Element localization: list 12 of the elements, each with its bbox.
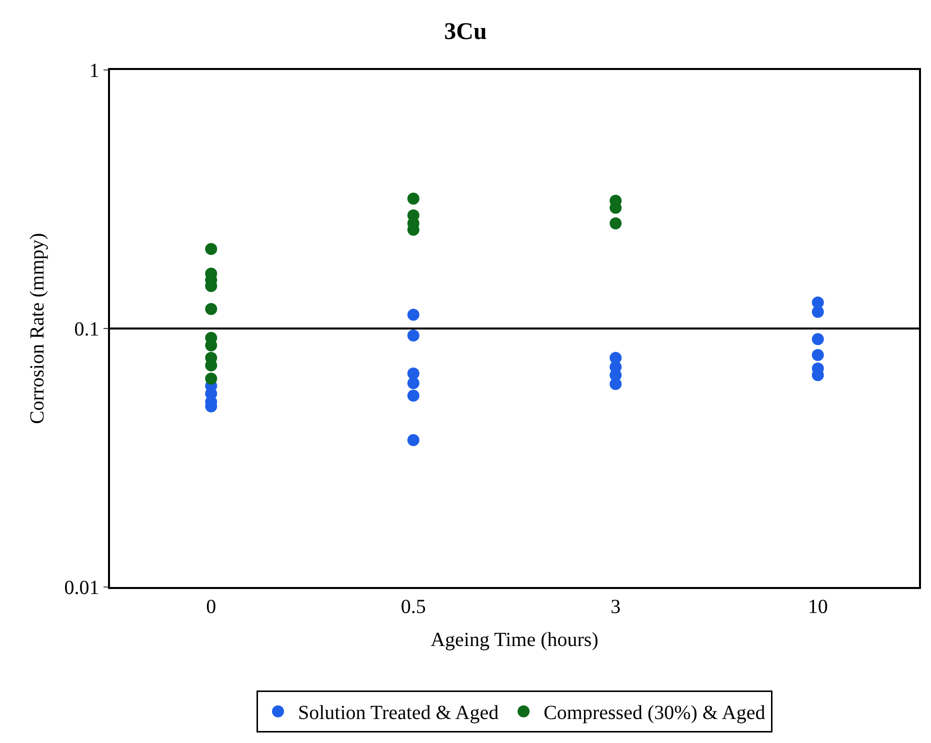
x-tick-label: 0: [206, 596, 216, 618]
x-tick-label: 3: [610, 596, 621, 618]
y-axis-title: Corrosion Rate (mmpy): [26, 232, 48, 424]
legend-label: Solution Treated & Aged: [298, 702, 499, 724]
chart-title: 3Cu: [444, 19, 487, 46]
y-tick-label: 1: [89, 60, 100, 82]
x-tick-label: 0.5: [400, 596, 426, 618]
y-tick-label: 0.01: [64, 577, 100, 599]
x-axis-title: Ageing Time (hours): [430, 628, 598, 651]
x-tick-label: 10: [808, 596, 828, 618]
y-tick-label: 0.1: [74, 318, 100, 340]
legend-label: Compressed (30%) & Aged: [544, 702, 766, 724]
